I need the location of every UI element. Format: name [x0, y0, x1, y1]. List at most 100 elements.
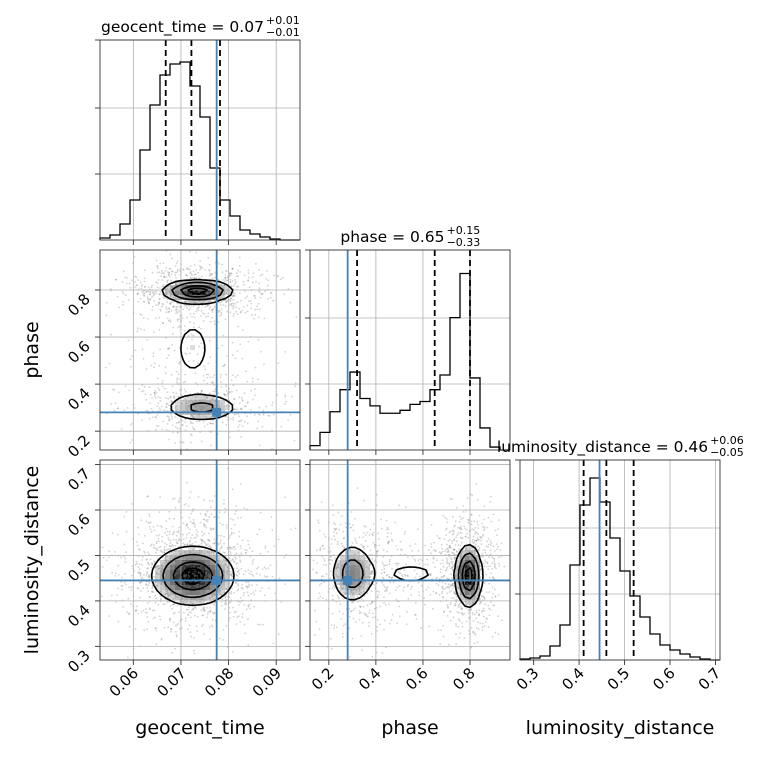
sample-point — [158, 511, 161, 513]
sample-point — [219, 304, 222, 306]
sample-point — [487, 543, 490, 546]
sample-point — [281, 276, 284, 279]
sample-point — [448, 546, 451, 549]
sample-point — [460, 552, 463, 554]
sample-point — [192, 518, 195, 521]
sample-point — [152, 294, 155, 297]
sample-point — [350, 526, 353, 529]
sample-point — [178, 420, 181, 423]
sample-point — [201, 539, 204, 541]
sample-point — [479, 576, 482, 578]
sample-point — [211, 500, 214, 503]
sample-point — [453, 548, 455, 551]
sample-point — [348, 627, 351, 630]
density-cell — [460, 565, 465, 570]
density-cell — [225, 570, 230, 575]
sample-point — [234, 357, 237, 360]
sample-point — [171, 270, 174, 273]
sample-point — [198, 571, 201, 574]
sample-point — [234, 279, 237, 281]
sample-point — [177, 299, 180, 302]
density-cell — [155, 565, 160, 570]
sample-point — [133, 256, 136, 258]
density-cell — [455, 580, 460, 585]
sample-point — [310, 373, 312, 375]
density-cell — [455, 565, 460, 570]
sample-point — [211, 419, 214, 422]
sample-point — [239, 596, 242, 599]
sample-point — [366, 615, 369, 618]
sample-point — [229, 299, 232, 301]
sample-point — [249, 555, 252, 558]
xtick-label: 0.07 — [153, 664, 189, 700]
sample-point — [451, 540, 453, 542]
sample-point — [170, 628, 172, 630]
sample-point — [199, 567, 202, 569]
sample-point — [189, 321, 191, 324]
sample-point — [445, 557, 448, 560]
sample-point — [259, 296, 262, 299]
sample-point — [271, 404, 274, 407]
sample-point — [208, 574, 210, 576]
sample-point — [231, 267, 234, 270]
sample-point — [116, 594, 119, 596]
density-cell — [195, 290, 200, 295]
sample-point — [225, 588, 228, 591]
sample-point — [336, 540, 339, 543]
sample-point — [488, 582, 490, 585]
sample-point — [174, 544, 177, 547]
sample-point — [223, 409, 225, 412]
sample-point — [481, 535, 484, 538]
density-cell — [175, 570, 180, 575]
sample-point — [229, 573, 232, 576]
sample-point — [173, 397, 175, 399]
sample-point — [484, 549, 486, 552]
sample-point — [187, 334, 190, 337]
sample-point — [176, 370, 178, 373]
sample-point — [481, 626, 484, 628]
sample-point — [192, 422, 194, 425]
density-cell — [210, 395, 215, 400]
sample-point — [117, 574, 120, 576]
sample-point — [459, 574, 462, 577]
sample-point — [471, 494, 474, 497]
sample-point — [456, 534, 459, 536]
sample-point — [181, 581, 184, 584]
density-cell — [205, 595, 210, 600]
sample-point — [206, 304, 208, 307]
axes-frame-1-1 — [309, 249, 511, 451]
sample-point — [450, 547, 452, 549]
sample-point — [213, 495, 216, 497]
sample-point — [209, 609, 212, 612]
sample-point — [145, 558, 148, 561]
sample-point — [233, 292, 236, 295]
sample-point — [223, 502, 225, 505]
sample-point — [203, 606, 206, 609]
sample-point — [125, 583, 128, 586]
sample-point — [430, 546, 433, 548]
sample-point — [261, 292, 264, 295]
sample-point — [224, 276, 227, 279]
sample-point — [131, 565, 134, 567]
sample-point — [194, 526, 196, 528]
sample-point — [152, 355, 155, 358]
sample-point — [473, 541, 476, 544]
contour-level-0.6 — [461, 560, 476, 592]
sample-point — [148, 576, 151, 579]
sample-point — [156, 549, 159, 551]
sample-point — [467, 612, 470, 614]
sample-point — [185, 536, 188, 539]
sample-point — [154, 627, 157, 630]
sample-point — [451, 551, 453, 554]
sample-point — [184, 305, 186, 307]
sample-point — [225, 291, 228, 294]
sample-point — [201, 539, 203, 541]
sample-point — [156, 405, 159, 408]
sample-point — [368, 609, 371, 612]
sample-point — [143, 269, 146, 272]
sample-point — [344, 593, 347, 595]
sample-point — [354, 607, 356, 609]
sample-point — [358, 612, 361, 615]
sample-point — [429, 572, 432, 575]
sample-point — [177, 326, 180, 329]
